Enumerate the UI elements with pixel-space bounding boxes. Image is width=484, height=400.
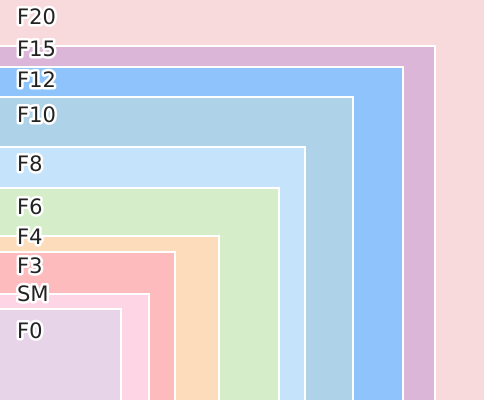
zone (0, 308, 122, 400)
zone-label: F6 (17, 195, 42, 219)
zone-label: SM (17, 282, 48, 306)
zone-label: F10 (17, 103, 56, 127)
zone-label: F8 (17, 152, 42, 176)
zone-label: F4 (17, 225, 42, 249)
zone-label: F15 (17, 37, 56, 61)
zone-label: F3 (17, 254, 42, 278)
zone-label: F0 (17, 319, 42, 343)
zone-label: F20 (17, 5, 56, 29)
zone-label: F12 (17, 68, 56, 92)
